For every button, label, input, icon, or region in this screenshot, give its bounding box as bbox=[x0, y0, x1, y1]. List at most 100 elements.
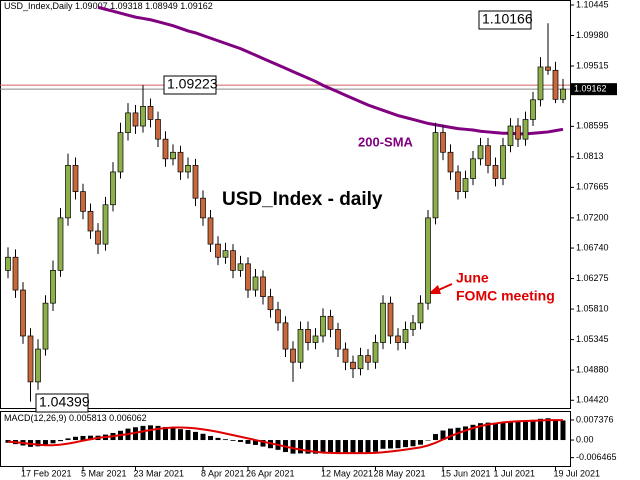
candle-body bbox=[402, 329, 409, 343]
candle-body bbox=[545, 66, 551, 71]
callout-label: 1.04399 bbox=[39, 394, 90, 410]
candle-body bbox=[5, 256, 11, 271]
callout-box bbox=[163, 75, 217, 95]
candle-body bbox=[507, 125, 514, 147]
x-tick-label: 15 Jun 2021 bbox=[441, 468, 491, 478]
candle-body bbox=[27, 335, 34, 383]
candle-body bbox=[560, 88, 566, 100]
x-tick-label: 19 Jul 2021 bbox=[554, 468, 601, 478]
candle-body bbox=[110, 171, 116, 206]
macd-bar bbox=[170, 427, 176, 441]
candle-body bbox=[87, 210, 94, 232]
macd-bar bbox=[493, 422, 498, 441]
candle-body bbox=[117, 132, 124, 173]
macd-bar bbox=[553, 419, 558, 441]
candle-body bbox=[20, 289, 26, 337]
candle-body bbox=[365, 355, 371, 363]
macd-bar bbox=[358, 440, 363, 454]
macd-bar bbox=[380, 440, 386, 449]
candle-body bbox=[102, 204, 109, 245]
macd-value: 0.005813 bbox=[69, 413, 107, 423]
candle-body bbox=[125, 112, 131, 133]
macd-bar bbox=[80, 435, 86, 441]
macd-bar bbox=[365, 440, 371, 453]
candle-body bbox=[417, 302, 424, 324]
x-tick-label: 8 Apr 2021 bbox=[201, 468, 245, 478]
macd-bar bbox=[305, 440, 311, 454]
macd-y-tick-label: 0.007376 bbox=[576, 414, 614, 424]
macd-label: MACD(12,26,9) bbox=[4, 413, 67, 423]
macd-bar bbox=[530, 419, 536, 441]
macd-bar bbox=[208, 435, 213, 441]
macd-bar bbox=[155, 425, 161, 441]
event-arrow bbox=[428, 283, 453, 294]
macd-bar bbox=[163, 426, 168, 441]
y-tick-label: 1.05345 bbox=[576, 334, 609, 344]
candle-body bbox=[260, 276, 266, 297]
macd-bar bbox=[395, 440, 401, 449]
candle-body bbox=[297, 329, 304, 363]
macd-y-tick-label: 0.00 bbox=[576, 434, 594, 444]
candle-body bbox=[350, 361, 356, 370]
candle-body bbox=[65, 165, 71, 219]
x-tick-label: 12 May 2021 bbox=[321, 468, 373, 478]
macd-bar bbox=[140, 425, 146, 441]
y-tick-label: 1.07200 bbox=[576, 212, 609, 222]
y-tick-label: 1.10445 bbox=[576, 0, 609, 9]
candle-body bbox=[200, 197, 206, 219]
candle-body bbox=[477, 145, 484, 160]
macd-bar bbox=[178, 429, 183, 441]
candle-body bbox=[522, 119, 529, 140]
candle-body bbox=[72, 165, 79, 192]
candle-body bbox=[245, 263, 251, 291]
candle-body bbox=[282, 322, 289, 350]
candle-body bbox=[267, 296, 274, 311]
macd-bar bbox=[298, 440, 303, 454]
candle-body bbox=[12, 256, 19, 291]
candle-body bbox=[312, 335, 319, 343]
macd-bar bbox=[470, 424, 476, 441]
macd-bar bbox=[50, 440, 56, 444]
candle-body bbox=[440, 132, 446, 153]
event-annotation: FOMC meeting bbox=[456, 288, 555, 304]
candle-body bbox=[455, 171, 461, 192]
x-tick-label: 23 Mar 2021 bbox=[134, 468, 185, 478]
macd-bar bbox=[500, 422, 506, 441]
macd-bar bbox=[440, 430, 446, 441]
macd-bar bbox=[403, 440, 408, 448]
candle-body bbox=[275, 309, 281, 324]
macd-bar bbox=[223, 439, 228, 441]
macd-bar bbox=[43, 440, 48, 445]
macd-bar bbox=[260, 440, 266, 447]
macd-bar bbox=[335, 440, 341, 453]
macd-bar bbox=[200, 433, 206, 441]
macd-header: MACD(12,26,9) 0.005813 0.006062 bbox=[4, 413, 147, 423]
candle-body bbox=[485, 145, 491, 166]
candle-body bbox=[447, 151, 454, 173]
event-annotation: June bbox=[456, 270, 489, 286]
ohlc-open: 1.09007 bbox=[75, 1, 108, 11]
x-tick-label: 17 Feb 2021 bbox=[21, 468, 72, 478]
macd-bar bbox=[448, 428, 453, 441]
macd-bar bbox=[148, 425, 153, 441]
macd-bar bbox=[58, 440, 63, 442]
macd-bar bbox=[193, 431, 198, 441]
macd-bar bbox=[328, 440, 333, 453]
candle-body bbox=[230, 250, 236, 271]
y-tick-label: 1.07665 bbox=[576, 182, 609, 192]
macd-bar bbox=[418, 440, 423, 445]
candle-body bbox=[80, 191, 86, 212]
macd-bar bbox=[478, 423, 483, 441]
candle-body bbox=[530, 99, 536, 120]
x-tick-label: 5 Mar 2021 bbox=[81, 468, 127, 478]
macd-bar bbox=[523, 420, 528, 441]
candle-body bbox=[470, 158, 476, 179]
candle-body bbox=[462, 178, 469, 192]
candle-body bbox=[425, 217, 431, 304]
macd-bar bbox=[343, 440, 348, 454]
macd-bar bbox=[35, 440, 41, 447]
y-tick-label: 1.06275 bbox=[576, 273, 609, 283]
candle-body bbox=[290, 348, 296, 363]
macd-bar bbox=[230, 440, 236, 441]
